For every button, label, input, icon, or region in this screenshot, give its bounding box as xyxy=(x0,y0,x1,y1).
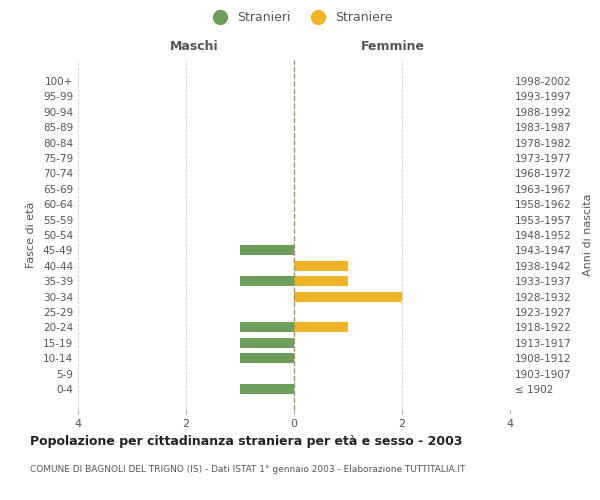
Legend: Stranieri, Straniere: Stranieri, Straniere xyxy=(202,6,398,29)
Bar xyxy=(240,322,294,332)
Bar xyxy=(240,384,294,394)
Bar xyxy=(294,292,402,302)
Text: COMUNE DI BAGNOLI DEL TRIGNO (IS) - Dati ISTAT 1° gennaio 2003 - Elaborazione TU: COMUNE DI BAGNOLI DEL TRIGNO (IS) - Dati… xyxy=(30,465,466,474)
Bar xyxy=(294,276,348,286)
Y-axis label: Anni di nascita: Anni di nascita xyxy=(583,194,593,276)
Text: Maschi: Maschi xyxy=(170,40,219,53)
Bar xyxy=(294,322,348,332)
Y-axis label: Fasce di età: Fasce di età xyxy=(26,202,36,268)
Bar xyxy=(240,276,294,286)
Bar xyxy=(294,261,348,271)
Bar xyxy=(240,246,294,256)
Text: Popolazione per cittadinanza straniera per età e sesso - 2003: Popolazione per cittadinanza straniera p… xyxy=(30,435,463,448)
Bar xyxy=(240,338,294,348)
Text: Femmine: Femmine xyxy=(361,40,425,53)
Bar xyxy=(240,354,294,364)
